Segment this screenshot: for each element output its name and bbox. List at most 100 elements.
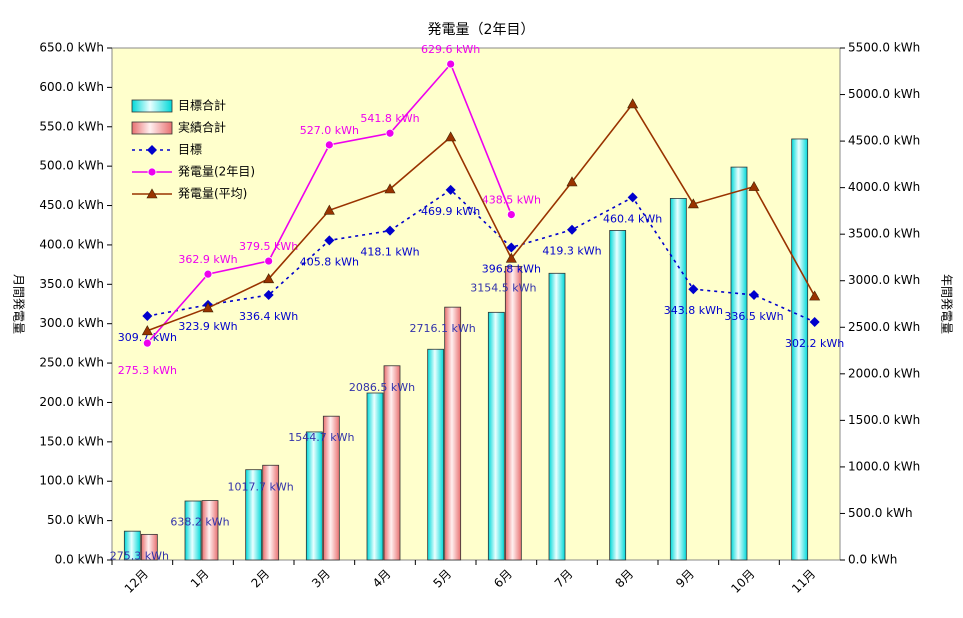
y-tick-label: 0.0 kWh — [55, 553, 104, 567]
y2-tick-label: 4000.0 kWh — [848, 180, 920, 194]
bar — [791, 138, 809, 561]
y2-axis-label: 年間発電量 — [940, 274, 954, 334]
marker — [141, 325, 153, 336]
point-value-label: 418.1 kWh — [360, 246, 419, 259]
x-tick-label: 5月 — [430, 567, 454, 591]
y-tick-label: 200.0 kWh — [39, 395, 104, 409]
bar — [669, 198, 687, 561]
marker — [263, 290, 274, 301]
bar-value-label: 2716.1 kWh — [410, 322, 476, 335]
legend-label: 目標 — [178, 143, 202, 157]
bar — [444, 306, 462, 561]
point-value-label: 405.8 kWh — [300, 255, 359, 268]
marker — [146, 188, 158, 199]
y-tick-label: 50.0 kWh — [47, 513, 104, 527]
marker — [385, 128, 395, 138]
y2-tick-label: 0.0 kWh — [848, 553, 897, 567]
y-tick-label: 250.0 kWh — [39, 356, 104, 370]
bar-value-label: 1017.7 kWh — [228, 480, 294, 493]
legend-swatch — [131, 99, 173, 113]
y2-tick-label: 5500.0 kWh — [848, 41, 920, 55]
marker — [687, 198, 699, 209]
point-value-label: 323.9 kWh — [178, 320, 237, 333]
marker — [147, 145, 157, 155]
y2-tick-label: 1000.0 kWh — [848, 459, 920, 473]
bar-value-label: 2086.5 kWh — [349, 381, 415, 394]
marker — [445, 184, 456, 195]
legend-label: 実績合計 — [178, 120, 226, 135]
marker — [566, 176, 578, 187]
legend-label: 目標合計 — [178, 98, 226, 113]
point-value-label: 396.8 kWh — [482, 262, 541, 275]
y2-tick-label: 3000.0 kWh — [848, 273, 920, 287]
legend-label: 発電量(平均) — [178, 187, 247, 201]
bar-value-label: 3154.5 kWh — [470, 281, 536, 294]
x-tick-label: 4月 — [370, 567, 394, 591]
y2-tick-label: 2000.0 kWh — [848, 366, 920, 380]
point-value-label: 336.4 kWh — [239, 310, 298, 323]
y2-tick-label: 2500.0 kWh — [848, 320, 920, 334]
x-tick-label: 6月 — [491, 567, 515, 591]
point-value-label: 336.5 kWh — [724, 310, 783, 323]
bar — [504, 265, 522, 561]
plot-area — [111, 47, 841, 561]
point-value-label: 541.8 kWh — [360, 112, 419, 125]
marker — [506, 242, 517, 253]
point-value-label: 629.6 kWh — [421, 43, 480, 56]
point-value-label: 469.9 kWh — [421, 205, 480, 218]
marker — [627, 192, 638, 203]
marker — [202, 302, 214, 313]
bar — [123, 530, 141, 561]
bar-value-label: 1544.7 kWh — [288, 431, 354, 444]
marker — [627, 98, 639, 109]
marker — [263, 273, 275, 284]
bar — [140, 533, 158, 561]
x-tick-label: 7月 — [552, 567, 576, 591]
y-tick-label: 650.0 kWh — [39, 41, 104, 55]
marker — [446, 59, 456, 69]
bar — [201, 500, 219, 561]
point-value-label: 438.5 kWh — [482, 194, 541, 207]
marker — [749, 289, 759, 300]
bar — [245, 469, 263, 561]
marker — [505, 252, 517, 263]
marker — [809, 316, 820, 327]
bar — [366, 392, 384, 561]
series-line — [147, 102, 816, 332]
point-value-label: 362.9 kWh — [178, 253, 237, 266]
bar — [322, 415, 340, 561]
point-value-label: 343.8 kWh — [664, 304, 723, 317]
series-line — [147, 188, 815, 323]
point-value-label: 527.0 kWh — [300, 124, 359, 137]
marker — [142, 311, 153, 322]
y-tick-label: 450.0 kWh — [39, 198, 104, 212]
bar — [305, 431, 323, 561]
y2-tick-label: 1500.0 kWh — [848, 413, 920, 427]
bar — [262, 464, 280, 561]
bar — [548, 272, 566, 561]
y-tick-label: 300.0 kWh — [39, 316, 104, 330]
x-tick-label: 11月 — [789, 567, 818, 596]
bar — [184, 500, 202, 561]
x-tick-label: 2月 — [248, 567, 272, 591]
bar — [383, 365, 401, 561]
x-tick-label: 8月 — [612, 567, 636, 591]
y-tick-label: 550.0 kWh — [39, 119, 104, 133]
x-tick-label: 12月 — [122, 567, 151, 596]
marker — [567, 224, 577, 235]
y-tick-label: 150.0 kWh — [39, 434, 104, 448]
legend-swatch — [131, 121, 173, 135]
y2-tick-label: 500.0 kWh — [848, 506, 913, 520]
point-value-label: 302.2 kWh — [785, 337, 844, 350]
marker — [324, 140, 334, 150]
x-tick-label: 9月 — [673, 567, 697, 591]
marker — [445, 131, 457, 142]
y-tick-label: 100.0 kWh — [39, 474, 104, 488]
bar — [427, 348, 445, 561]
point-value-label: 309.7 kWh — [118, 331, 177, 344]
marker — [147, 167, 157, 177]
marker — [203, 269, 213, 279]
marker — [264, 256, 274, 266]
x-tick-label: 1月 — [188, 567, 212, 591]
